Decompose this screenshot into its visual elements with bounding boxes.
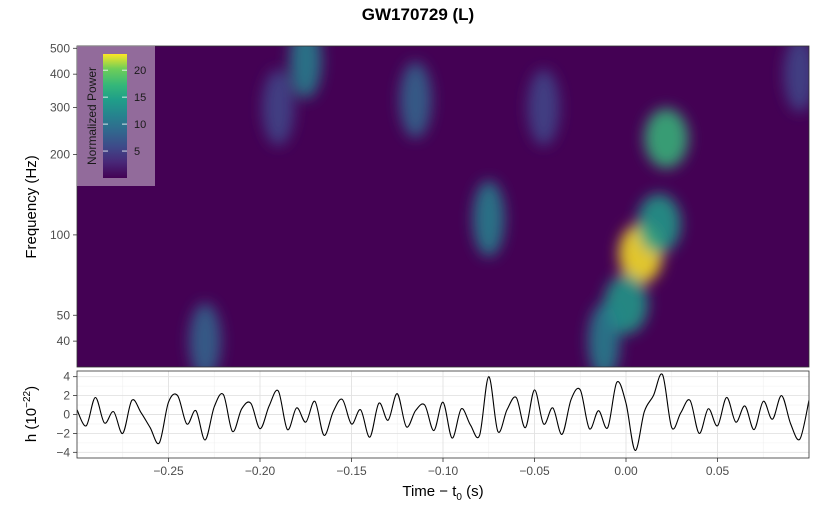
colorbar-title: Normalized Power: [85, 67, 99, 165]
time-tick-label: −0.10: [428, 464, 459, 478]
spectrogram-hotspot: [289, 46, 322, 99]
strain-grid: [77, 371, 809, 458]
spectrogram-hotspot: [588, 303, 621, 367]
colorbar-tick-label: 20: [134, 65, 146, 77]
spectrogram-hotspot: [527, 69, 560, 146]
strain-tick-label: 0: [63, 408, 70, 422]
spectrogram-hotspot: [472, 180, 505, 257]
strain-axis: −4 −2 0 2 4: [56, 370, 77, 459]
spectrogram-hotspot: [399, 62, 432, 139]
time-tick-label: −0.20: [245, 464, 276, 478]
strain-axis-label: h (10−22): [22, 386, 40, 442]
strain-series-line: [77, 373, 809, 451]
spectrogram-panel: [76, 45, 810, 368]
spectrogram-hotspot: [189, 303, 222, 367]
frequency-tick-label: 40: [57, 334, 71, 348]
time-axis: −0.25 −0.20 −0.15 −0.10 −0.05 0.00 0.05: [153, 458, 730, 478]
colorbar-tick-label: 10: [134, 119, 146, 131]
frequency-tick-label: 300: [50, 101, 70, 115]
spectrogram-hotspot: [783, 46, 809, 113]
chart-title: GW170729 (L): [362, 5, 474, 24]
frequency-axis-label: Frequency (Hz): [23, 155, 40, 258]
time-tick-label: −0.25: [153, 464, 184, 478]
spectrogram-background: [77, 46, 809, 367]
time-tick-label: 0.00: [614, 464, 638, 478]
frequency-tick-label: 400: [50, 67, 70, 81]
colorbar-gradient: [103, 54, 127, 178]
strain-panel: [76, 370, 810, 459]
frequency-tick-label: 50: [57, 308, 71, 322]
strain-tick-label: −2: [56, 426, 70, 440]
time-axis-label: Time − t0 (s): [402, 483, 483, 503]
colorbar-tick-label: 5: [134, 146, 140, 158]
frequency-tick-label: 200: [50, 148, 70, 162]
strain-tick-label: 4: [63, 370, 70, 384]
time-tick-label: 0.05: [706, 464, 730, 478]
frequency-axis: 40 50 100 200 300 400 500: [50, 41, 77, 348]
spectrogram-hotspot: [636, 193, 681, 254]
spectrogram-hotspot: [644, 108, 689, 169]
spectrogram-power-map: [189, 46, 809, 367]
strain-tick-label: 2: [63, 389, 70, 403]
time-tick-label: −0.15: [336, 464, 367, 478]
colorbar-ticks: 5 10 15 20: [103, 65, 146, 158]
colorbar-legend: 5 10 15 20 Normalized Power: [77, 46, 155, 186]
frequency-tick-label: 100: [50, 228, 70, 242]
time-tick-label: −0.05: [519, 464, 550, 478]
strain-tick-label: −4: [56, 445, 70, 459]
frequency-tick-label: 500: [50, 41, 70, 55]
colorbar-tick-label: 15: [134, 92, 146, 104]
spectrogram-hotspot: [262, 69, 295, 146]
spectrogram-frame: [76, 45, 810, 368]
